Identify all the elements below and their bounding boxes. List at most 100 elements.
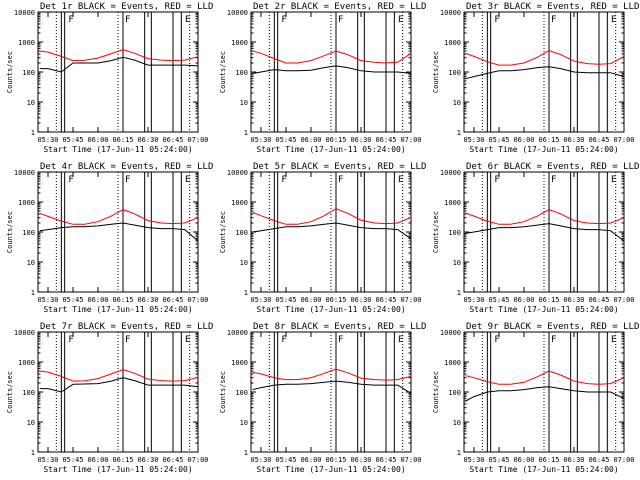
x-tick-label: 05:45 bbox=[62, 296, 83, 304]
x-tick-label: 05:45 bbox=[488, 136, 509, 144]
interval-marker: F bbox=[494, 15, 499, 25]
y-tick-label: 1 bbox=[244, 449, 248, 457]
y-axis-label: Counts/sec bbox=[432, 51, 440, 93]
x-tick-label: 05:30 bbox=[37, 136, 58, 144]
x-tick-label: 07:00 bbox=[187, 136, 208, 144]
interval-marker: F bbox=[125, 15, 130, 25]
x-axis-label: Start Time (17-Jun-11 05:24:00) bbox=[469, 465, 618, 474]
x-tick-label: 06:15 bbox=[112, 296, 133, 304]
lld-series-line bbox=[39, 369, 199, 382]
y-tick-label: 10 bbox=[240, 99, 248, 107]
x-tick-label: 06:45 bbox=[375, 296, 396, 304]
lld-series-line bbox=[252, 208, 412, 225]
events-series-line bbox=[39, 222, 199, 242]
x-tick-label: 07:00 bbox=[187, 456, 208, 464]
x-tick-label: 06:15 bbox=[112, 456, 133, 464]
panel-title: Det 7r BLACK = Events, RED = LLD bbox=[40, 322, 213, 332]
y-tick-label: 100 bbox=[22, 69, 35, 77]
x-tick-label: 05:30 bbox=[463, 296, 484, 304]
y-tick-label: 1000 bbox=[18, 39, 35, 47]
y-tick-label: 100 bbox=[22, 389, 35, 397]
panel-title: Det 3r BLACK = Events, RED = LLD bbox=[466, 2, 639, 12]
y-tick-label: 1000 bbox=[231, 199, 248, 207]
x-tick-label: 06:00 bbox=[300, 136, 321, 144]
y-tick-label: 10 bbox=[453, 99, 461, 107]
panel-title: Det 1r BLACK = Events, RED = LLD bbox=[40, 2, 213, 12]
x-axis-label: Start Time (17-Jun-11 05:24:00) bbox=[256, 465, 405, 474]
x-tick-label: 07:00 bbox=[187, 296, 208, 304]
interval-marker: E bbox=[398, 175, 403, 185]
detector-panel: Det 7r BLACK = Events, RED = LLD 1 10 100 10… bbox=[6, 322, 213, 474]
y-tick-label: 10000 bbox=[440, 329, 461, 337]
x-tick-label: 05:30 bbox=[250, 296, 271, 304]
x-tick-label: 06:15 bbox=[538, 136, 559, 144]
x-tick-label: 07:00 bbox=[400, 296, 421, 304]
y-tick-label: 100 bbox=[235, 389, 248, 397]
y-axis-label: Counts/sec bbox=[6, 51, 14, 93]
interval-marker: F bbox=[68, 335, 73, 345]
interval-marker: F bbox=[551, 335, 556, 345]
interval-marker: F bbox=[281, 15, 286, 25]
y-tick-label: 10 bbox=[453, 259, 461, 267]
x-tick-label: 05:30 bbox=[250, 136, 271, 144]
detector-panel: Det 6r BLACK = Events, RED = LLD 1 10 100 10… bbox=[432, 162, 639, 314]
x-tick-label: 06:45 bbox=[588, 456, 609, 464]
interval-marker: E bbox=[185, 15, 190, 25]
y-tick-label: 10 bbox=[240, 259, 248, 267]
events-series-line bbox=[252, 65, 412, 74]
interval-marker: F bbox=[125, 175, 130, 185]
y-tick-label: 10000 bbox=[14, 169, 35, 177]
panel-title: Det 4r BLACK = Events, RED = LLD bbox=[40, 162, 213, 172]
y-tick-label: 1 bbox=[244, 129, 248, 137]
events-series-line bbox=[465, 223, 625, 242]
x-tick-label: 06:45 bbox=[162, 296, 183, 304]
lld-series-line bbox=[465, 209, 625, 225]
x-tick-label: 06:00 bbox=[300, 456, 321, 464]
x-tick-label: 06:45 bbox=[588, 296, 609, 304]
x-tick-label: 06:45 bbox=[162, 456, 183, 464]
y-tick-label: 10 bbox=[27, 99, 35, 107]
x-tick-label: 05:30 bbox=[463, 456, 484, 464]
x-tick-label: 05:30 bbox=[37, 296, 58, 304]
panel-title: Det 9r BLACK = Events, RED = LLD bbox=[466, 322, 639, 332]
y-tick-label: 10 bbox=[453, 419, 461, 427]
events-series-line bbox=[465, 386, 625, 402]
panel-title: Det 8r BLACK = Events, RED = LLD bbox=[253, 322, 426, 332]
y-tick-label: 1000 bbox=[444, 199, 461, 207]
x-tick-label: 06:45 bbox=[375, 456, 396, 464]
detector-panel: Det 9r BLACK = Events, RED = LLD 1 10 100 10… bbox=[432, 322, 639, 474]
y-tick-label: 1 bbox=[31, 289, 35, 297]
x-tick-label: 05:45 bbox=[62, 136, 83, 144]
x-tick-label: 06:15 bbox=[325, 136, 346, 144]
y-tick-label: 1 bbox=[457, 449, 461, 457]
events-series-line bbox=[39, 56, 199, 73]
x-tick-label: 06:30 bbox=[137, 136, 158, 144]
x-tick-label: 06:30 bbox=[350, 136, 371, 144]
y-axis-label: Counts/sec bbox=[6, 211, 14, 253]
interval-marker: F bbox=[68, 175, 73, 185]
y-tick-label: 10000 bbox=[440, 169, 461, 177]
x-tick-label: 06:45 bbox=[162, 136, 183, 144]
interval-marker: F bbox=[338, 15, 343, 25]
x-tick-label: 06:15 bbox=[538, 296, 559, 304]
interval-marker: F bbox=[551, 15, 556, 25]
lld-series-line bbox=[39, 209, 199, 225]
y-tick-label: 1 bbox=[244, 289, 248, 297]
lld-series-line bbox=[252, 50, 412, 64]
x-tick-label: 05:45 bbox=[275, 136, 296, 144]
x-tick-label: 05:45 bbox=[62, 456, 83, 464]
lld-series-line bbox=[465, 370, 625, 385]
interval-marker: E bbox=[398, 15, 403, 25]
x-axis-label: Start Time (17-Jun-11 05:24:00) bbox=[43, 145, 192, 154]
y-tick-label: 1 bbox=[457, 129, 461, 137]
interval-marker: E bbox=[185, 175, 190, 185]
x-tick-label: 07:00 bbox=[400, 136, 421, 144]
x-tick-label: 06:15 bbox=[112, 136, 133, 144]
x-tick-label: 05:45 bbox=[275, 296, 296, 304]
interval-marker: E bbox=[611, 335, 616, 345]
x-tick-label: 06:30 bbox=[137, 456, 158, 464]
x-tick-label: 05:45 bbox=[488, 456, 509, 464]
x-tick-label: 06:45 bbox=[588, 136, 609, 144]
x-tick-label: 06:15 bbox=[325, 456, 346, 464]
